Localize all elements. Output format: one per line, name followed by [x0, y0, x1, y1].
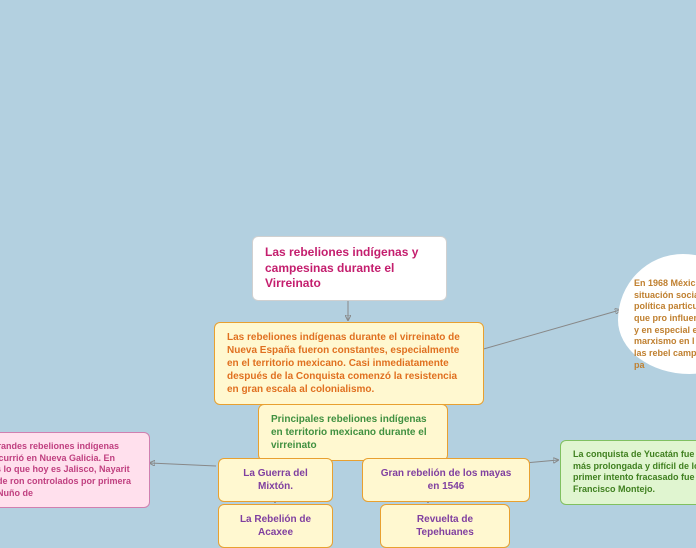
level2-node[interactable]: Principales rebeliones indígenas en terr… — [258, 404, 448, 461]
right-green-text: La conquista de Yucatán fue la ca más pr… — [573, 449, 696, 494]
revuelta-tepehuanes-text: Revuelta de Tepehuanes — [416, 514, 474, 538]
level2-text: Principales rebeliones indígenas en terr… — [271, 414, 427, 451]
cloud-text: En 1968 Méxic situación socia política p… — [634, 278, 696, 370]
rebelion-acaxee-text: La Rebelión de Acaxee — [240, 514, 311, 538]
left-pink-node[interactable]: meras grandes rebeliones indígenas duran… — [0, 432, 150, 508]
rebelion-mayas-node[interactable]: Gran rebelión de los mayas en 1546 — [362, 458, 530, 502]
guerra-mixton-text: La Guerra del Mixtón. — [243, 468, 307, 492]
level1-text: Las rebeliones indígenas durante el virr… — [227, 332, 460, 395]
level1-node[interactable]: Las rebeliones indígenas durante el virr… — [214, 322, 484, 405]
cloud-node[interactable]: En 1968 Méxic situación socia política p… — [618, 254, 696, 374]
root-node[interactable]: Las rebeliones indígenas y campesinas du… — [252, 236, 447, 301]
rebelion-acaxee-node[interactable]: La Rebelión de Acaxee — [218, 504, 333, 548]
right-green-node[interactable]: La conquista de Yucatán fue la ca más pr… — [560, 440, 696, 505]
rebelion-mayas-text: Gran rebelión de los mayas en 1546 — [381, 468, 512, 492]
guerra-mixton-node[interactable]: La Guerra del Mixtón. — [218, 458, 333, 502]
left-pink-text: meras grandes rebeliones indígenas duran… — [0, 441, 131, 498]
root-title: Las rebeliones indígenas y campesinas du… — [265, 245, 418, 290]
revuelta-tepehuanes-node[interactable]: Revuelta de Tepehuanes — [380, 504, 510, 548]
